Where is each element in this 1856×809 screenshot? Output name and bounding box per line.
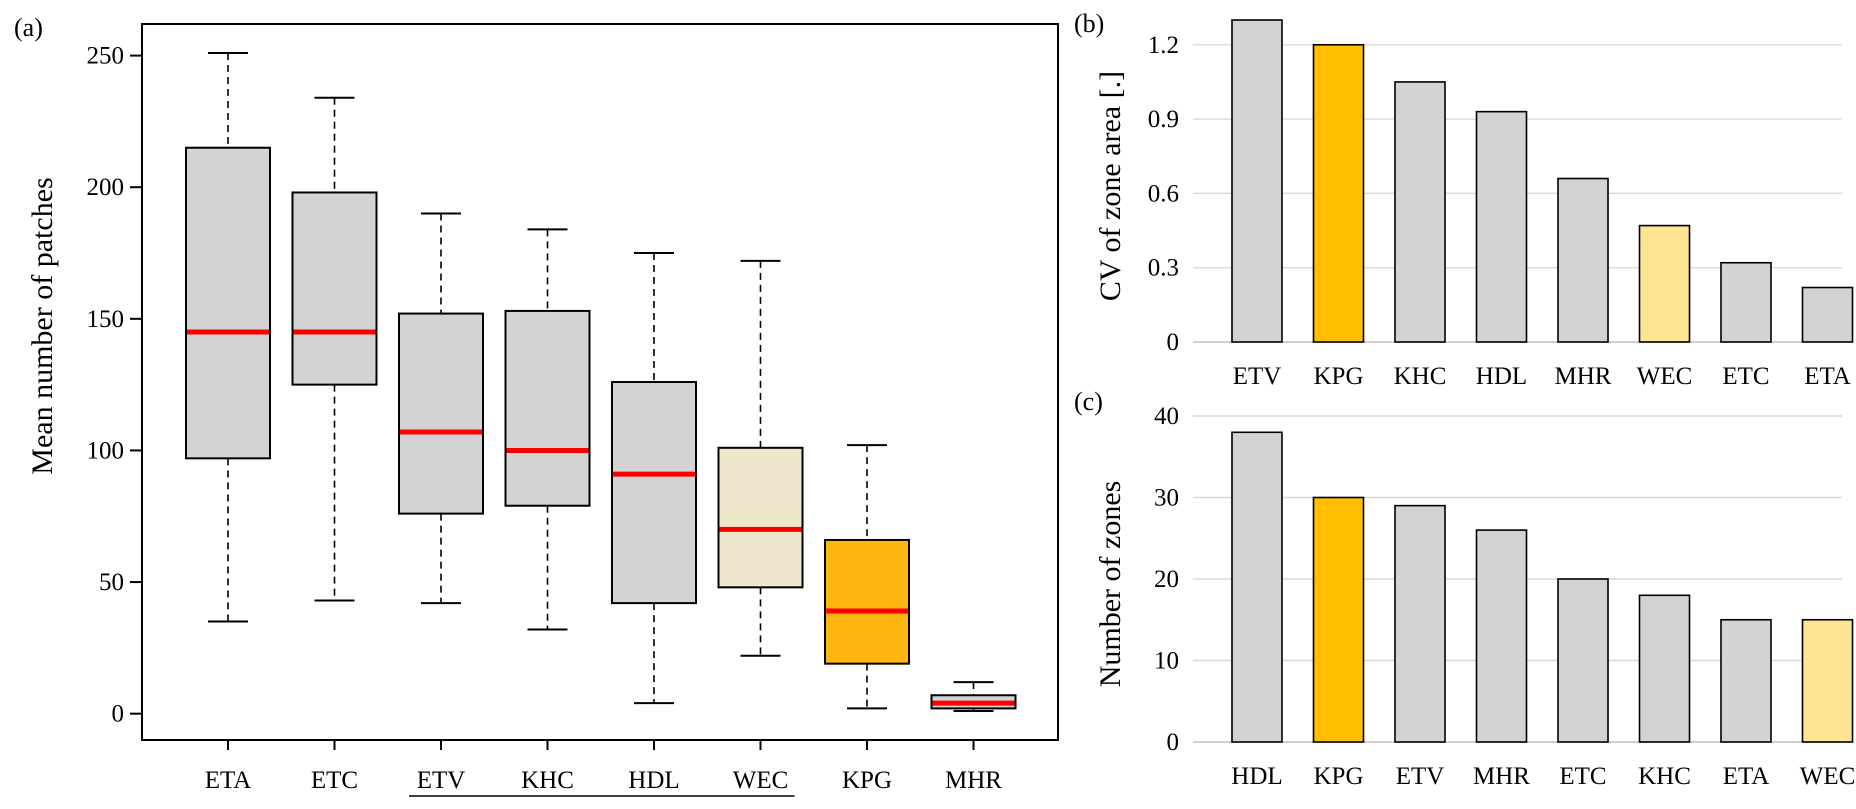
x-label-a-etc: ETC xyxy=(311,767,358,794)
c-x-label-etc: ETC xyxy=(1559,763,1606,790)
c-x-label-hdl: HDL xyxy=(1231,763,1282,790)
y-tick-label-a-1: 50 xyxy=(99,569,124,596)
panel-b-barchart: (b) CV of zone area [.] 0 0.3 0.6 0.9 1.2 ETV… xyxy=(1074,9,1854,390)
c-y-tick-label-4: 40 xyxy=(1154,403,1179,430)
c-x-label-kpg: KPG xyxy=(1313,763,1363,790)
c-y-tick-label-0: 0 xyxy=(1167,729,1180,756)
b-y-tick-label-0: 0 xyxy=(1167,329,1180,356)
b-y-tick-label-4: 1.2 xyxy=(1148,32,1179,59)
iqr-box xyxy=(824,538,910,665)
c-bar-wec xyxy=(1801,618,1854,743)
b-bar-eta xyxy=(1801,286,1854,343)
x-label-a-mhr: MHR xyxy=(945,767,1002,794)
c-bar-etv xyxy=(1394,504,1446,743)
b-x-label-etv: ETV xyxy=(1233,363,1282,390)
box-kpg xyxy=(824,444,910,710)
b-x-label-wec: WEC xyxy=(1637,363,1693,390)
b-x-label-khc: KHC xyxy=(1394,363,1447,390)
c-y-tick-label-3: 30 xyxy=(1154,485,1179,512)
b-x-label-kpg: KPG xyxy=(1313,363,1363,390)
x-label-a-kpg: KPG xyxy=(842,767,892,794)
x-label-a-khc: KHC xyxy=(521,767,574,794)
c-bar-mhr xyxy=(1475,529,1528,743)
x-label-a-hdl: HDL xyxy=(628,767,679,794)
y-tick-label-a-5: 250 xyxy=(87,43,125,70)
b-bar-mhr xyxy=(1557,177,1609,343)
c-y-tick-label-1: 10 xyxy=(1154,648,1179,675)
panel-c-ylabel: Number of zones xyxy=(1094,481,1127,688)
b-y-tick-label-3: 0.9 xyxy=(1148,106,1179,133)
c-x-label-mhr: MHR xyxy=(1473,763,1530,790)
iqr-box xyxy=(291,191,378,386)
b-bar-wec xyxy=(1638,224,1691,343)
panel-b-label: (b) xyxy=(1074,9,1104,38)
c-x-label-wec: WEC xyxy=(1800,763,1856,790)
x-label-a-wec: WEC xyxy=(733,767,789,794)
panel-a-label: (a) xyxy=(14,13,43,42)
box-etv xyxy=(398,212,484,605)
panel-a-frame xyxy=(141,23,1059,741)
b-bar-kpg xyxy=(1312,43,1365,343)
y-tick-label-a-3: 150 xyxy=(87,306,125,333)
y-tick-label-a-4: 200 xyxy=(87,174,125,201)
b-y-tick-label-1: 0.3 xyxy=(1148,255,1179,282)
c-x-label-eta: ETA xyxy=(1723,763,1770,790)
b-x-label-hdl: HDL xyxy=(1476,363,1527,390)
panel-c-barchart: (c) Number of zones 0 10 20 30 40 HDL KPG ETV MH… xyxy=(1074,387,1855,790)
iqr-box xyxy=(185,146,271,460)
b-bar-etv xyxy=(1231,19,1283,343)
panel-a-x-labels: ETA ETC ETV KHC HDL WEC KPG MHR xyxy=(205,740,1002,797)
y-tick-label-a-0: 0 xyxy=(112,701,125,728)
b-x-label-etc: ETC xyxy=(1722,363,1769,390)
c-y-tick-label-2: 20 xyxy=(1154,566,1179,593)
b-bar-etc xyxy=(1720,261,1772,343)
box-hdl xyxy=(611,252,697,705)
c-bar-eta xyxy=(1720,618,1772,743)
y-tick-label-a-2: 100 xyxy=(87,437,125,464)
b-x-label-eta: ETA xyxy=(1804,363,1851,390)
c-bar-hdl xyxy=(1231,431,1283,743)
c-bar-kpg xyxy=(1312,496,1365,743)
box-mhr xyxy=(930,681,1017,713)
box-khc xyxy=(504,228,591,631)
panel-b-ylabel: CV of zone area [.] xyxy=(1094,71,1127,301)
panel-b-plot: 0 0.3 0.6 0.9 1.2 ETV KPG KHC HDL MHR WEC ETC ETA xyxy=(1148,19,1854,390)
x-label-a-eta: ETA xyxy=(205,767,252,794)
panel-a-ylabel: Mean number of patches xyxy=(26,177,59,474)
panel-c-label: (c) xyxy=(1074,387,1103,416)
c-bar-khc xyxy=(1638,594,1691,743)
c-x-label-khc: KHC xyxy=(1638,763,1691,790)
x-label-a-etv: ETV xyxy=(417,767,466,794)
c-bar-etc xyxy=(1557,578,1609,743)
box-eta xyxy=(185,51,271,623)
panel-a-boxplot: (a) Mean number of patches 0 50 100 150 200 2… xyxy=(14,13,1059,797)
box-wec xyxy=(717,259,804,657)
panel-a-boxes xyxy=(185,51,1017,713)
b-y-tick-label-2: 0.6 xyxy=(1148,180,1179,207)
iqr-box xyxy=(398,312,484,515)
c-x-label-etv: ETV xyxy=(1396,763,1445,790)
b-bar-hdl xyxy=(1475,110,1528,343)
box-etc xyxy=(291,96,378,602)
iqr-box xyxy=(611,381,697,605)
iqr-box xyxy=(504,309,591,507)
panel-a-y-axis: 0 50 100 150 200 250 xyxy=(87,43,142,728)
iqr-box xyxy=(717,446,804,589)
b-bar-khc xyxy=(1394,81,1446,343)
b-x-label-mhr: MHR xyxy=(1555,363,1612,390)
panel-c-plot: 0 10 20 30 40 HDL KPG ETV MHR ETC KHC ETA WEC xyxy=(1154,403,1855,790)
